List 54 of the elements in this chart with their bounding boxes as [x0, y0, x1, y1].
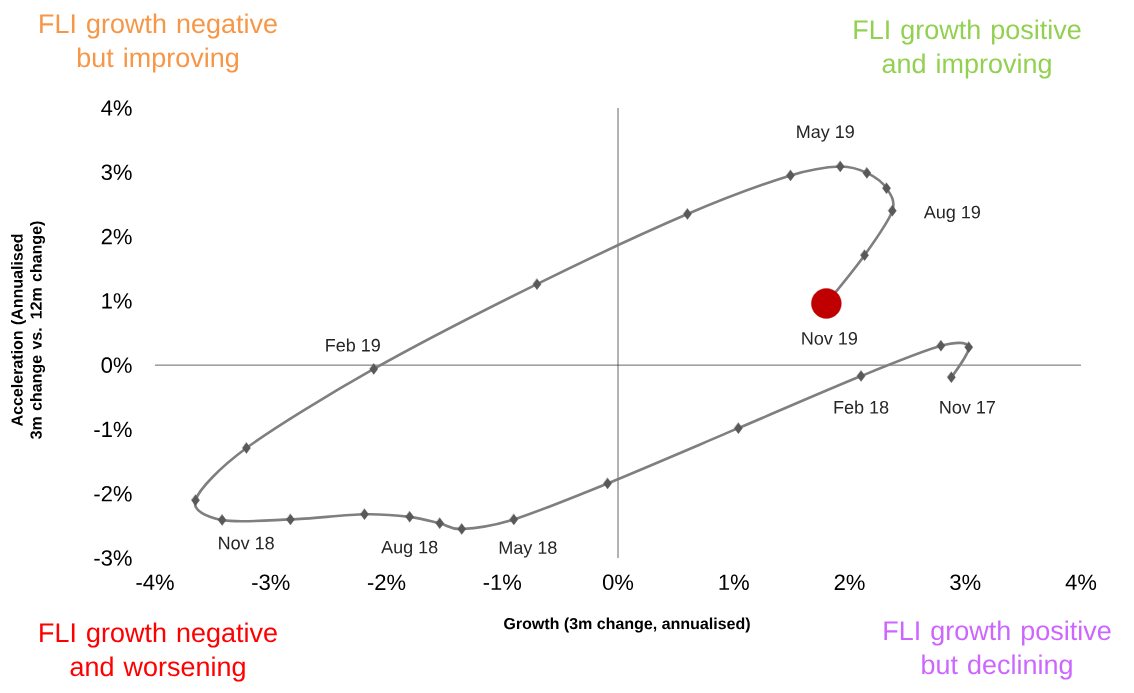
- point: [191, 494, 200, 506]
- x-tick-label: 0%: [602, 574, 634, 591]
- point: [435, 517, 445, 529]
- annotation: Nov 17: [940, 401, 995, 414]
- annotation: May 18: [499, 541, 557, 558]
- annotation: Nov 19: [802, 332, 857, 345]
- x-tick-label: 1%: [719, 574, 749, 590]
- y-tick-label: -2%: [94, 485, 132, 502]
- point: [683, 208, 692, 220]
- point: [947, 371, 956, 383]
- point: [509, 513, 519, 526]
- text: FLI growth negative but improving: [40, 13, 277, 73]
- point: [217, 514, 227, 526]
- point: [862, 167, 872, 179]
- x-tick-label: -3%: [252, 574, 290, 591]
- x-axis-title: Growth (3m change, annualised): [504, 617, 750, 633]
- point: [964, 341, 974, 353]
- point: [734, 422, 743, 434]
- annotation: Feb 18: [834, 400, 889, 414]
- x-tick-label: 2%: [834, 574, 865, 591]
- y-tick-label: 4%: [101, 100, 132, 116]
- y-tick-label: 2%: [101, 228, 132, 245]
- annotation: Aug 19: [923, 205, 980, 222]
- point: [936, 340, 946, 352]
- point: [532, 278, 542, 290]
- point: [360, 508, 369, 520]
- text: FLI growth positive and improving: [854, 19, 1081, 79]
- point: [860, 249, 869, 261]
- x-tick-label: -1%: [483, 574, 522, 590]
- point: [811, 288, 842, 319]
- annotation: Nov 18: [219, 536, 274, 550]
- point: [369, 363, 379, 375]
- point: [242, 442, 251, 454]
- text: FLI growth positive but declining: [884, 620, 1111, 680]
- annotation: May 19: [797, 125, 854, 142]
- x-tick-label: -2%: [367, 574, 406, 591]
- y-tick-label: -3%: [94, 550, 132, 566]
- x-tick-label: -4%: [136, 574, 174, 590]
- point: [882, 182, 891, 194]
- text: FLI growth negative and worsening: [40, 622, 277, 682]
- y-tick-label: 0%: [101, 357, 132, 373]
- y-tick-label: -1%: [94, 421, 132, 438]
- point: [888, 205, 897, 217]
- point: [835, 160, 845, 173]
- x-tick-label: 3%: [950, 574, 981, 591]
- y-tick-label: 3%: [101, 164, 132, 181]
- y-tick-label: 1%: [102, 293, 132, 309]
- point: [457, 523, 467, 535]
- y-axis-title: Acceleration (Annualised 3m change vs. 12m change): [11, 221, 45, 440]
- point: [856, 370, 866, 382]
- annotation: Aug 18: [381, 540, 438, 557]
- annotation: Feb 19: [326, 338, 380, 352]
- x-tick-label: 4%: [1065, 574, 1097, 590]
- point: [405, 511, 414, 523]
